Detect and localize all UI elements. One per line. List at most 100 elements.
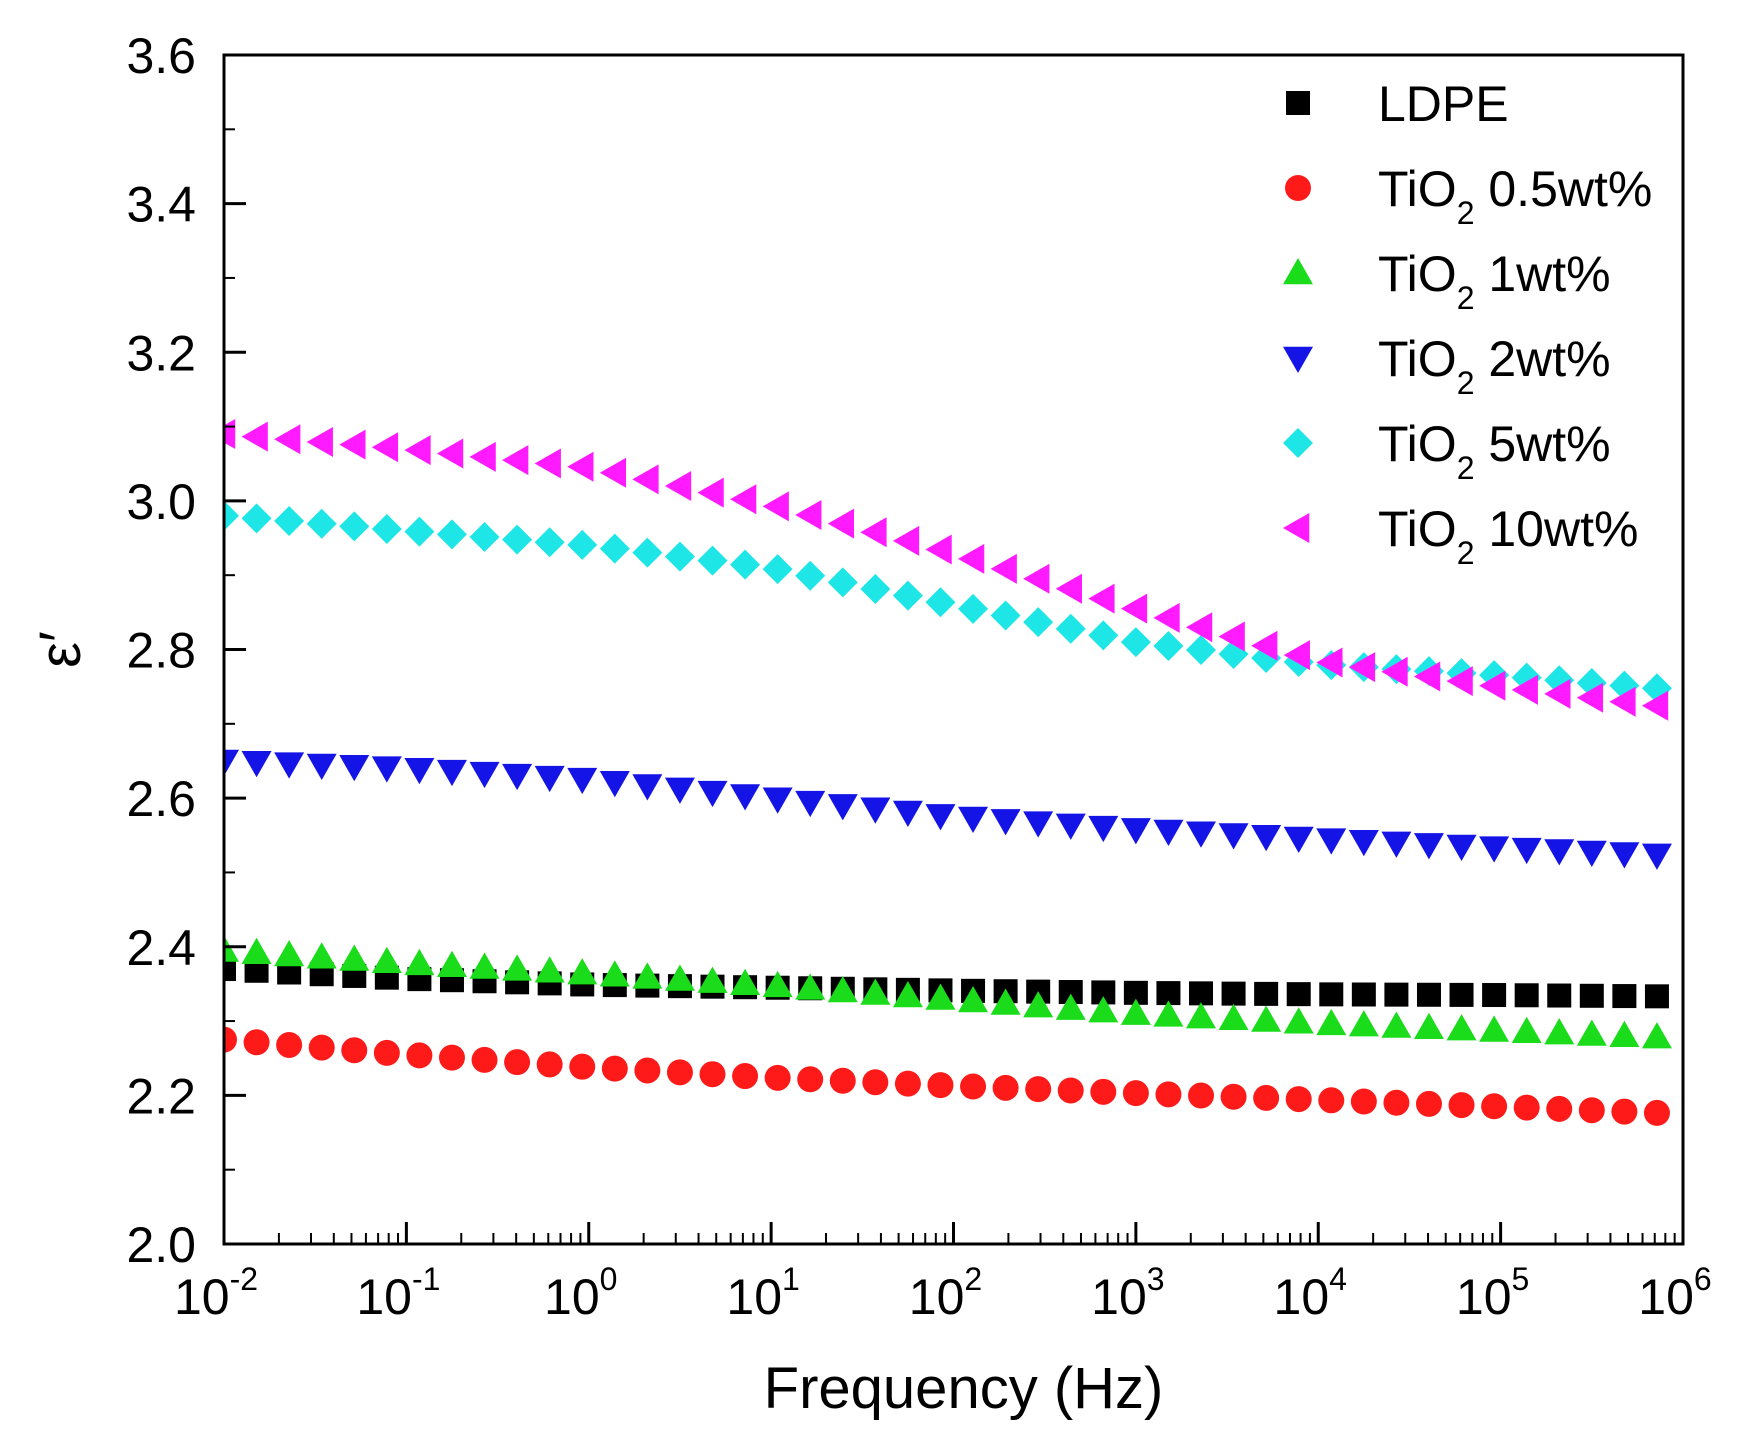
legend-label-rest: 0.5wt% (1474, 161, 1652, 217)
y-tick-label: 2.2 (126, 1068, 196, 1124)
data-point (1609, 686, 1636, 717)
data-point (1612, 984, 1637, 1009)
data-point (1283, 826, 1314, 853)
data-point (569, 1053, 596, 1080)
data-point (1188, 1082, 1215, 1109)
data-point (1189, 981, 1214, 1006)
x-tick-base: 10 (1274, 1269, 1330, 1325)
data-point (730, 784, 761, 811)
x-axis-label: Frequency (Hz) (764, 1356, 1164, 1421)
legend-label-rest: 1wt% (1474, 246, 1610, 302)
data-point (764, 1064, 791, 1091)
data-point (1055, 813, 1086, 840)
axes-layer: 10-2 10-1 100 101 102 103 104 105 1062.02.22.42.… (28, 28, 1712, 1421)
data-point (1023, 607, 1054, 638)
data-point (601, 1055, 628, 1082)
x-tick-label: 106 (1638, 1261, 1711, 1325)
data-point (1348, 1010, 1379, 1037)
data-point (339, 429, 366, 460)
data-point (925, 534, 952, 565)
data-point (306, 426, 333, 457)
data-point (1088, 815, 1119, 843)
data-point (990, 988, 1021, 1015)
data-point (1544, 1018, 1575, 1045)
data-point (827, 567, 858, 598)
data-point (827, 508, 855, 539)
x-tick-label: 104 (1274, 1261, 1347, 1325)
data-point (958, 806, 989, 834)
data-point (469, 761, 500, 789)
data-point (308, 1034, 335, 1061)
data-point (1384, 982, 1409, 1007)
data-point (599, 533, 630, 564)
x-tick-exponent: 6 (1694, 1261, 1712, 1297)
data-point (224, 500, 239, 531)
data-point (469, 952, 500, 979)
legend-label-subscript: 2 (1457, 195, 1475, 231)
data-point (1643, 1099, 1670, 1126)
data-point (241, 421, 268, 452)
data-point (436, 519, 467, 550)
x-tick-label: 103 (1091, 1261, 1164, 1325)
data-point (339, 511, 370, 542)
data-point (827, 975, 858, 1003)
data-point (697, 966, 728, 993)
data-point (241, 503, 272, 534)
data-point (1283, 1007, 1314, 1034)
data-point (1511, 674, 1538, 705)
x-tick-base: 10 (544, 1269, 600, 1325)
data-point (634, 1057, 661, 1084)
data-point (1120, 998, 1151, 1025)
data-point (1448, 1092, 1475, 1119)
data-point (504, 1049, 531, 1076)
data-point (406, 1042, 433, 1069)
data-point (243, 1029, 270, 1056)
data-point (664, 471, 692, 502)
x-tick-base: 10 (1638, 1269, 1694, 1325)
data-point (697, 477, 724, 508)
data-point (1641, 690, 1669, 721)
data-point (1218, 1003, 1249, 1031)
data-point (404, 435, 431, 466)
data-point (1153, 1000, 1184, 1027)
data-point (1611, 1098, 1638, 1125)
data-point (664, 777, 695, 804)
data-point (1415, 1090, 1442, 1117)
legend-label-rest: 2wt% (1474, 331, 1610, 387)
data-point (1088, 583, 1115, 614)
data-point (1122, 1080, 1149, 1107)
data-point (1479, 836, 1510, 863)
data-point (925, 983, 956, 1010)
data-point (958, 986, 989, 1013)
legend-label-main: TiO (1378, 501, 1457, 557)
data-point (436, 759, 467, 787)
data-point (1120, 593, 1148, 624)
data-point (1023, 991, 1054, 1018)
data-point (371, 514, 402, 545)
y-axis-label: ε′ (28, 631, 93, 668)
data-point (1186, 635, 1217, 666)
data-point (1218, 621, 1245, 652)
data-point (306, 942, 337, 969)
data-point (339, 944, 370, 971)
data-point (502, 954, 533, 981)
legend-label: TiO2 1wt% (1378, 246, 1611, 316)
data-points (224, 418, 1672, 1126)
data-point (224, 935, 239, 962)
data-point (860, 517, 887, 548)
data-point (436, 438, 464, 469)
data-point (1221, 981, 1246, 1006)
data-point (1251, 824, 1282, 852)
data-point (438, 1044, 465, 1071)
y-tick-label: 3.6 (126, 28, 196, 84)
data-point (1153, 631, 1184, 662)
data-point (1025, 1076, 1052, 1103)
data-point (1316, 647, 1343, 678)
data-point (925, 804, 956, 831)
data-point (1023, 811, 1054, 838)
legend-label: TiO2 10wt% (1378, 501, 1638, 571)
data-point (1090, 1078, 1117, 1105)
data-point (1186, 821, 1217, 848)
data-point (992, 1074, 1019, 1101)
data-point (730, 549, 761, 580)
